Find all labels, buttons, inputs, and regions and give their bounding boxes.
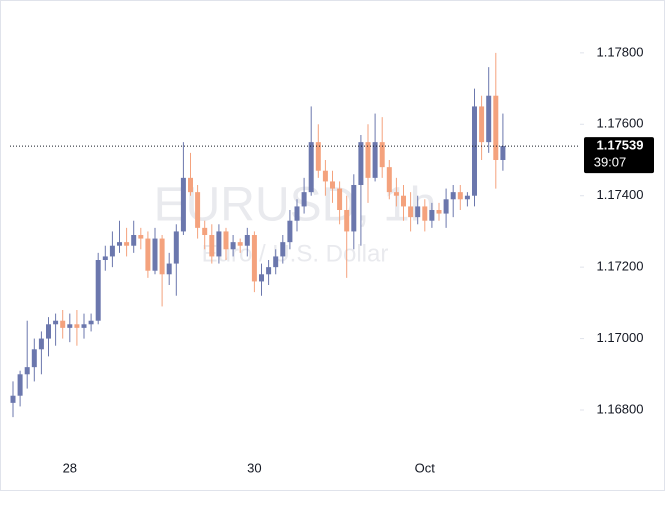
candle-body [124,242,130,246]
watermark-description: Euro / U.S. Dollar [202,240,389,267]
countdown: 39:07 [594,155,627,170]
x-tick-label: Oct [415,460,436,475]
candle-body [202,227,208,235]
candle-body [251,235,257,282]
candle-body [117,242,122,246]
candle-body [315,142,321,171]
candle-body [46,324,51,339]
candle-body [266,267,272,275]
candle-body [294,206,300,221]
candle-body [429,210,435,221]
candle-body [464,195,470,200]
candle-body [38,338,44,350]
candle-body [67,324,73,328]
candle-body [351,185,357,232]
candle-body [330,181,335,189]
candle-body [408,206,414,218]
candle-body [109,245,115,257]
y-tick-label: 1.17600 [597,116,644,131]
candle-body [195,192,201,228]
candle-body [81,324,87,328]
candle-body [24,367,30,375]
candle-body [180,177,186,232]
candle-body [457,192,463,200]
candle-body [10,395,16,403]
candle-body [479,106,485,143]
chart-frame [0,0,665,491]
candle-body [138,235,144,239]
candle-body [259,274,264,282]
candle-body [486,95,492,143]
candle-body [188,177,193,193]
candle-body [17,374,23,396]
candle-body [386,167,392,193]
x-tick-label: 30 [247,460,261,475]
candle-body [216,231,222,257]
candle-body [443,199,449,214]
candle-body [102,256,108,260]
candle-body [422,206,428,221]
candle-body [450,192,456,200]
candle-body [365,142,371,178]
candle-body [308,142,314,193]
candle-body [209,235,215,257]
candle-body [379,142,385,168]
candle-body [301,192,307,207]
candle-body [344,210,350,232]
candle-body [273,256,279,268]
candle-body [95,260,101,321]
candle-body [53,320,59,325]
candle-body [393,192,399,196]
candle-body [237,242,243,246]
candle-body [472,106,477,196]
y-tick-label: 1.16800 [597,401,644,416]
candle-body [159,238,165,275]
candle-body [280,242,286,257]
candle-body [173,231,179,264]
candle-body [415,206,421,218]
last-price-label: 1.17539 [597,138,644,153]
candle-body [31,349,37,368]
candle-body [166,263,172,275]
candle-body [436,210,442,214]
y-tick-label: 1.17400 [597,187,644,202]
candle-body [74,324,80,328]
y-tick-label: 1.17200 [597,259,644,274]
y-tick-label: 1.17800 [597,44,644,59]
candle-body [337,188,343,210]
candle-body [322,170,328,182]
candle-body [287,220,293,243]
candle-body [358,142,364,185]
candle-body [145,238,151,271]
candle-body [372,142,378,178]
candle-body [230,242,236,250]
candle-body [500,146,506,160]
candle-body [88,320,94,325]
candle-body [131,235,137,246]
candle-body [493,95,499,160]
candle-body [152,238,158,271]
candle-body [244,235,250,246]
x-tick-label: 28 [63,460,77,475]
candle-body [223,231,229,250]
y-tick-label: 1.17000 [597,330,644,345]
candle-body [401,195,406,207]
last-price-box [584,137,654,174]
candle-body [60,320,66,328]
